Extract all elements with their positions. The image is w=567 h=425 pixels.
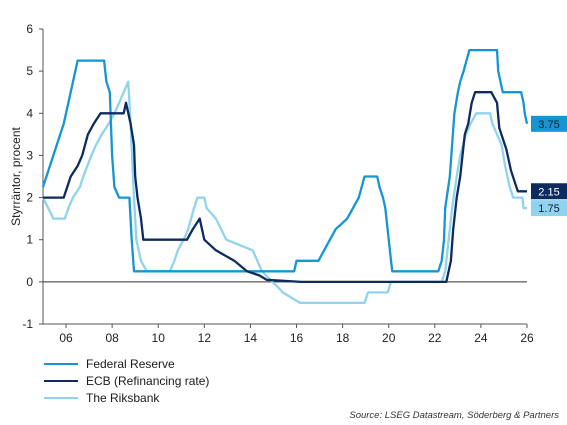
x-tick-label: 24 (474, 331, 488, 345)
x-tick-label: 12 (198, 331, 212, 345)
legend-swatch (44, 362, 78, 365)
end-value-label: 1.75 (538, 203, 559, 215)
end-value-box (531, 200, 567, 217)
x-tick-label: 16 (290, 331, 304, 345)
legend-swatch (44, 396, 78, 399)
end-value-box (531, 115, 567, 132)
x-tick-label: 08 (105, 331, 119, 345)
y-tick-label: 5 (26, 64, 33, 78)
y-tick-label: 1 (26, 233, 33, 247)
y-tick-label: 0 (26, 275, 33, 289)
end-value-label: 3.75 (538, 119, 559, 131)
x-tick-label: 14 (244, 331, 258, 345)
legend-item-riksbank: The Riksbank (44, 389, 209, 406)
series-line-2 (41, 80, 527, 305)
legend-item-ecb: ECB (Refinancing rate) (44, 372, 209, 389)
legend-item-federal-reserve: Federal Reserve (44, 355, 209, 372)
source-note: Source: LSEG Datastream, Söderberg & Par… (349, 410, 559, 421)
x-tick-label: 10 (152, 331, 166, 345)
x-tick-label: 22 (428, 331, 442, 345)
legend-label: The Riksbank (86, 390, 160, 405)
x-tick-label: 20 (382, 331, 396, 345)
y-tick-label: 4 (26, 106, 33, 120)
y-tick-label: -1 (22, 317, 33, 331)
legend: Federal Reserve ECB (Refinancing rate) T… (44, 355, 209, 406)
x-tick-label: 06 (59, 331, 73, 345)
series-line-0 (41, 48, 529, 273)
x-tick-label: 26 (520, 331, 534, 345)
end-value-box (531, 183, 567, 200)
y-tick-label: 2 (26, 191, 33, 205)
end-value-label: 2.15 (538, 186, 559, 198)
y-tick-label: 3 (26, 148, 33, 162)
legend-swatch (44, 379, 78, 382)
series-line-1 (43, 91, 527, 284)
y-tick-label: 6 (26, 22, 33, 36)
legend-label: ECB (Refinancing rate) (86, 373, 210, 388)
x-tick-label: 18 (336, 331, 350, 345)
y-axis-label: Styrräntor, procent (9, 126, 23, 225)
legend-label: Federal Reserve (86, 356, 175, 371)
